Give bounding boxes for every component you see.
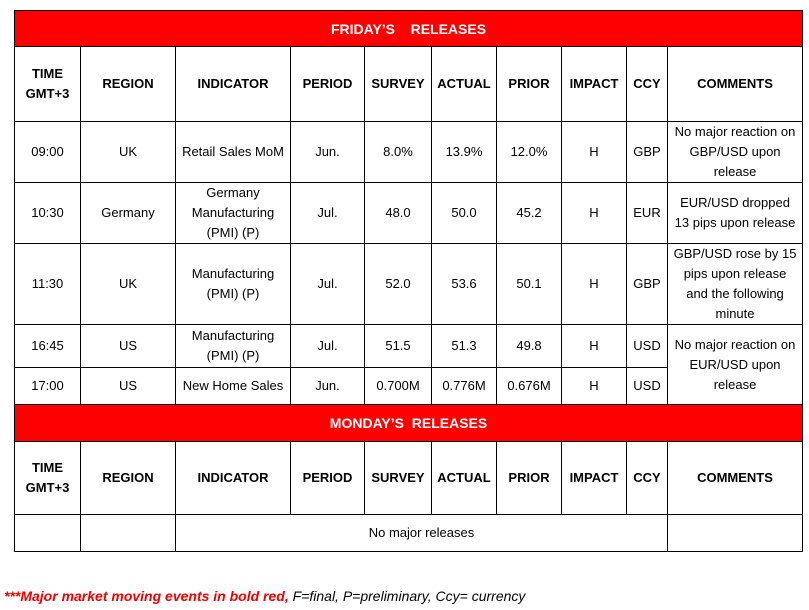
column-header: TIME GMT+3 [14, 441, 81, 515]
column-header: CCY [626, 46, 668, 122]
comment-cell: GBP/USD rose by 15 pips upon release and… [666, 243, 804, 325]
data-row: 11:30 UK Manufacturing (PMI) (P) Jul. 52.0 53… [14, 243, 804, 325]
title-row: FRIDAY’S RELEASES [13, 10, 804, 47]
column-header: INDICATOR [175, 46, 291, 122]
data-cell: 10:30 [14, 182, 81, 244]
column-header: ACTUAL [431, 441, 497, 515]
data-cell: 48.0 [364, 182, 432, 244]
data-cell: 52.0 [364, 243, 432, 325]
data-cell: 0.700M [364, 367, 432, 405]
comment-cell: EUR/USD dropped 13 pips upon release [666, 182, 804, 244]
data-row: 17:00 US New Home Sales Jun. 0.700M 0.776M 0.6… [14, 367, 803, 405]
data-cell: 51.5 [364, 324, 432, 368]
column-header: CCY [626, 441, 668, 515]
column-header: PRIOR [496, 441, 562, 515]
data-cell: 17:00 [14, 367, 81, 405]
footnote-emphasis: ***Major market moving events in bold re… [4, 588, 289, 604]
column-header: SURVEY [364, 441, 432, 515]
data-row: 10:30 Germany Germany Manufacturing (PMI) … [14, 182, 804, 244]
data-row: 09:00 UK Retail Sales MoM Jun. 8.0% 13.9% 12.0… [14, 121, 804, 183]
comment-cell: No major reaction on GBP/USD upon releas… [666, 121, 804, 183]
title-row: MONDAY’S RELEASES [14, 404, 803, 442]
column-header: SURVEY [364, 46, 432, 122]
data-cell: 50.1 [496, 243, 562, 325]
note-cell: No major releases [175, 514, 668, 552]
data-cell: 16:45 [14, 324, 81, 368]
data-cell: H [561, 243, 627, 325]
column-header: ACTUAL [431, 46, 497, 122]
data-cell: 50.0 [431, 182, 497, 244]
table-title: MONDAY’S RELEASES [14, 404, 803, 442]
data-cell: 0.776M [431, 367, 497, 405]
header-row: TIME GMT+3 REGION INDICATOR PERIOD SURVEY ACT… [14, 46, 804, 122]
data-cell: Jul. [290, 182, 365, 244]
column-header: TIME GMT+3 [14, 46, 81, 122]
data-cell: EUR [626, 182, 668, 244]
data-cell: 51.3 [431, 324, 497, 368]
column-header: PERIOD [290, 46, 365, 122]
data-cell: Jun. [290, 121, 365, 183]
empty-cell [667, 514, 803, 552]
data-cell: 45.2 [496, 182, 562, 244]
column-header: COMMENTS [666, 46, 804, 122]
data-cell: UK [80, 243, 176, 325]
column-header: INDICATOR [175, 441, 291, 515]
friday-table: FRIDAY’S RELEASES TIME GMT+3 REGION INDICAT… [13, 10, 804, 405]
comment-cell: No major reaction on EUR/USD upon releas… [666, 324, 804, 405]
data-cell: 09:00 [14, 121, 81, 183]
data-cell: Manufacturing (PMI) (P) [175, 243, 291, 325]
data-cell: US [80, 367, 176, 405]
data-cell: USD [626, 367, 668, 405]
data-cell: Jul. [290, 243, 365, 325]
data-cell: Retail Sales MoM [175, 121, 291, 183]
data-cell: GBP [626, 243, 668, 325]
column-header: PERIOD [290, 441, 365, 515]
data-cell: 13.9% [431, 121, 497, 183]
data-cell: USD [626, 324, 668, 368]
empty-cell [80, 514, 176, 552]
column-header: IMPACT [561, 441, 627, 515]
data-cell: UK [80, 121, 176, 183]
data-cell: Manufacturing (PMI) (P) [175, 324, 291, 368]
data-cell: Germany [80, 182, 176, 244]
footnote-text: F=final, P=preliminary, Ccy= currency [288, 588, 526, 604]
data-cell: 8.0% [364, 121, 432, 183]
empty-cell [14, 514, 81, 552]
data-cell: Jun. [290, 367, 365, 405]
data-cell: Germany Manufacturing (PMI) (P) [175, 182, 291, 244]
data-cell: 0.676M [496, 367, 562, 405]
data-cell: GBP [626, 121, 668, 183]
data-cell: H [561, 324, 627, 368]
data-cell: 53.6 [431, 243, 497, 325]
data-row: No major releases [14, 514, 803, 552]
data-cell: New Home Sales [175, 367, 291, 405]
column-header: REGION [80, 46, 176, 122]
column-header: REGION [80, 441, 176, 515]
data-row: 16:45 US Manufacturing (PMI) (P) Jul. 51.5 51… [14, 324, 804, 405]
data-cell: 12.0% [496, 121, 562, 183]
header-row: TIME GMT+3 REGION INDICATOR PERIOD SURVEY ACT… [14, 441, 803, 515]
column-header: COMMENTS [667, 441, 803, 515]
column-header: IMPACT [561, 46, 627, 122]
data-cell: H [561, 121, 627, 183]
footnote: ***Major market moving events in bold re… [4, 588, 525, 604]
column-header: PRIOR [496, 46, 562, 122]
monday-table: MONDAY’S RELEASES TIME GMT+3 REGION INDICAT… [14, 404, 803, 552]
data-cell: 49.8 [496, 324, 562, 368]
data-cell: H [561, 182, 627, 244]
data-cell: US [80, 324, 176, 368]
table-title: FRIDAY’S RELEASES [13, 10, 804, 47]
data-cell: Jul. [290, 324, 365, 368]
data-cell: 11:30 [14, 243, 81, 325]
data-cell: H [561, 367, 627, 405]
